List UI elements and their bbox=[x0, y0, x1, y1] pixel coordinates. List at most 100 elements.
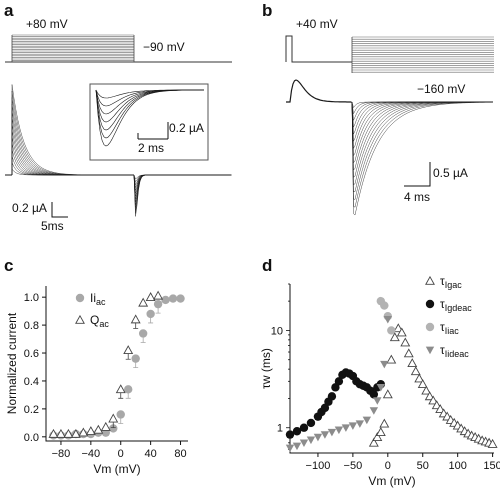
inset-current-scale: 0.2 µA bbox=[169, 121, 204, 135]
panel-b-step-voltage: +40 mV bbox=[296, 17, 338, 31]
data-point bbox=[285, 444, 295, 453]
data-point bbox=[93, 424, 104, 434]
y-tick-label: 0.0 bbox=[24, 432, 39, 444]
legend-label: τIgac bbox=[440, 274, 462, 290]
legend-subscript: Igdeac bbox=[445, 303, 473, 313]
data-point bbox=[306, 418, 316, 428]
legend-label: τIgdeac bbox=[440, 297, 472, 313]
data-point bbox=[320, 431, 330, 439]
y-tick-label: 10 bbox=[271, 325, 283, 337]
data-point bbox=[78, 427, 89, 437]
panel-b: b +40 mV −160 mV 0.5 µA 4 ms bbox=[262, 1, 494, 216]
data-point bbox=[285, 430, 295, 439]
data-point bbox=[379, 418, 390, 428]
data-point bbox=[313, 433, 323, 442]
legend-label: Iiac bbox=[90, 291, 106, 307]
data-point bbox=[425, 322, 435, 332]
tail-current-trace bbox=[351, 101, 494, 216]
data-point bbox=[109, 424, 118, 433]
panel-a-scale-bar bbox=[51, 202, 68, 218]
panel-c-label: c bbox=[4, 256, 13, 275]
protocol-prepulse bbox=[285, 35, 352, 63]
data-point bbox=[55, 428, 66, 438]
panel-b-voltage-protocol: +40 mV −160 mV bbox=[285, 17, 494, 96]
legend-label: τIideac bbox=[440, 343, 469, 359]
axes-frame bbox=[289, 284, 494, 454]
y-tick-label: 0.4 bbox=[24, 376, 39, 388]
data-point bbox=[487, 438, 498, 448]
data-point bbox=[376, 383, 386, 392]
legend-subscript: ac bbox=[96, 297, 106, 307]
x-tick-label: −80 bbox=[52, 448, 71, 460]
data-point bbox=[75, 314, 85, 324]
data-point bbox=[334, 377, 344, 386]
data-point bbox=[306, 436, 316, 445]
panel-a-current-scale: 0.2 µA bbox=[12, 201, 47, 215]
data-point bbox=[435, 404, 446, 414]
tail-current-trace bbox=[351, 101, 493, 128]
legend-label: Qac bbox=[90, 313, 109, 329]
data-point bbox=[320, 403, 330, 413]
panel-a-current-traces bbox=[5, 84, 232, 217]
data-point bbox=[70, 428, 81, 438]
data-point bbox=[372, 432, 383, 441]
data-point bbox=[161, 295, 170, 305]
legend: Iiac Qac bbox=[75, 291, 109, 329]
data-point bbox=[85, 426, 96, 436]
data-point bbox=[414, 373, 425, 383]
data-point bbox=[383, 315, 393, 324]
legend-item: Qac bbox=[75, 313, 109, 329]
tail-current-trace bbox=[351, 101, 493, 185]
axes-frame bbox=[45, 286, 188, 442]
panel-a-time-scale: 5ms bbox=[41, 219, 64, 233]
inset-scale-bar bbox=[137, 122, 169, 140]
data-point bbox=[124, 385, 133, 394]
x-tick-label: 0 bbox=[385, 460, 391, 472]
x-axis-label: Vm (mV) bbox=[93, 462, 140, 476]
data-point bbox=[131, 354, 140, 363]
data-point bbox=[380, 301, 389, 310]
y-tick-label: 0.8 bbox=[24, 320, 39, 332]
data-point bbox=[48, 428, 59, 438]
data-point bbox=[153, 290, 164, 300]
data-point bbox=[299, 423, 309, 432]
y-tick-label: 0.2 bbox=[24, 404, 39, 416]
prepulse-current-trace bbox=[286, 79, 352, 103]
data-point bbox=[168, 294, 178, 303]
series-igdeac bbox=[285, 368, 386, 439]
data-point bbox=[327, 392, 337, 401]
panel-a: a +80 mV −90 mV 0.2 µA 2 ms 0.2 µA 5ms bbox=[4, 1, 232, 233]
y-tick-label: 1 bbox=[277, 423, 283, 435]
series-iiac bbox=[376, 296, 396, 335]
inset-time-scale: 2 ms bbox=[138, 141, 164, 155]
x-tick-label: −50 bbox=[344, 460, 363, 472]
panel-d: d −100 −50 0 50 100 150 1 10 Vm (mV) τw (ms) τIgac… bbox=[259, 256, 500, 488]
data-point bbox=[400, 337, 411, 347]
data-point bbox=[421, 385, 432, 395]
inset-frame bbox=[89, 83, 209, 161]
panel-b-scale-bar bbox=[404, 162, 431, 187]
protocol-step-family bbox=[351, 36, 494, 73]
data-point bbox=[130, 314, 141, 324]
data-point bbox=[341, 424, 351, 432]
tail-current-trace bbox=[351, 101, 493, 135]
data-point bbox=[145, 292, 156, 301]
data-point bbox=[425, 275, 435, 285]
x-tick-label: 0 bbox=[118, 448, 124, 460]
data-point bbox=[362, 416, 372, 425]
panel-b-time-scale: 4 ms bbox=[404, 190, 430, 204]
legend-item: τIgac bbox=[425, 274, 462, 290]
panel-b-current-traces bbox=[286, 79, 494, 216]
y-tick-label: 1.0 bbox=[24, 292, 39, 304]
panel-a-step-voltage: +80 mV bbox=[26, 17, 68, 31]
x-tick-label: 100 bbox=[448, 460, 466, 472]
data-point bbox=[108, 413, 119, 423]
series-iideac bbox=[285, 315, 393, 453]
y-axis-label: τw (ms) bbox=[259, 348, 273, 389]
data-point bbox=[292, 442, 302, 451]
data-point bbox=[382, 389, 393, 399]
data-point bbox=[428, 395, 439, 405]
data-point bbox=[368, 437, 379, 447]
